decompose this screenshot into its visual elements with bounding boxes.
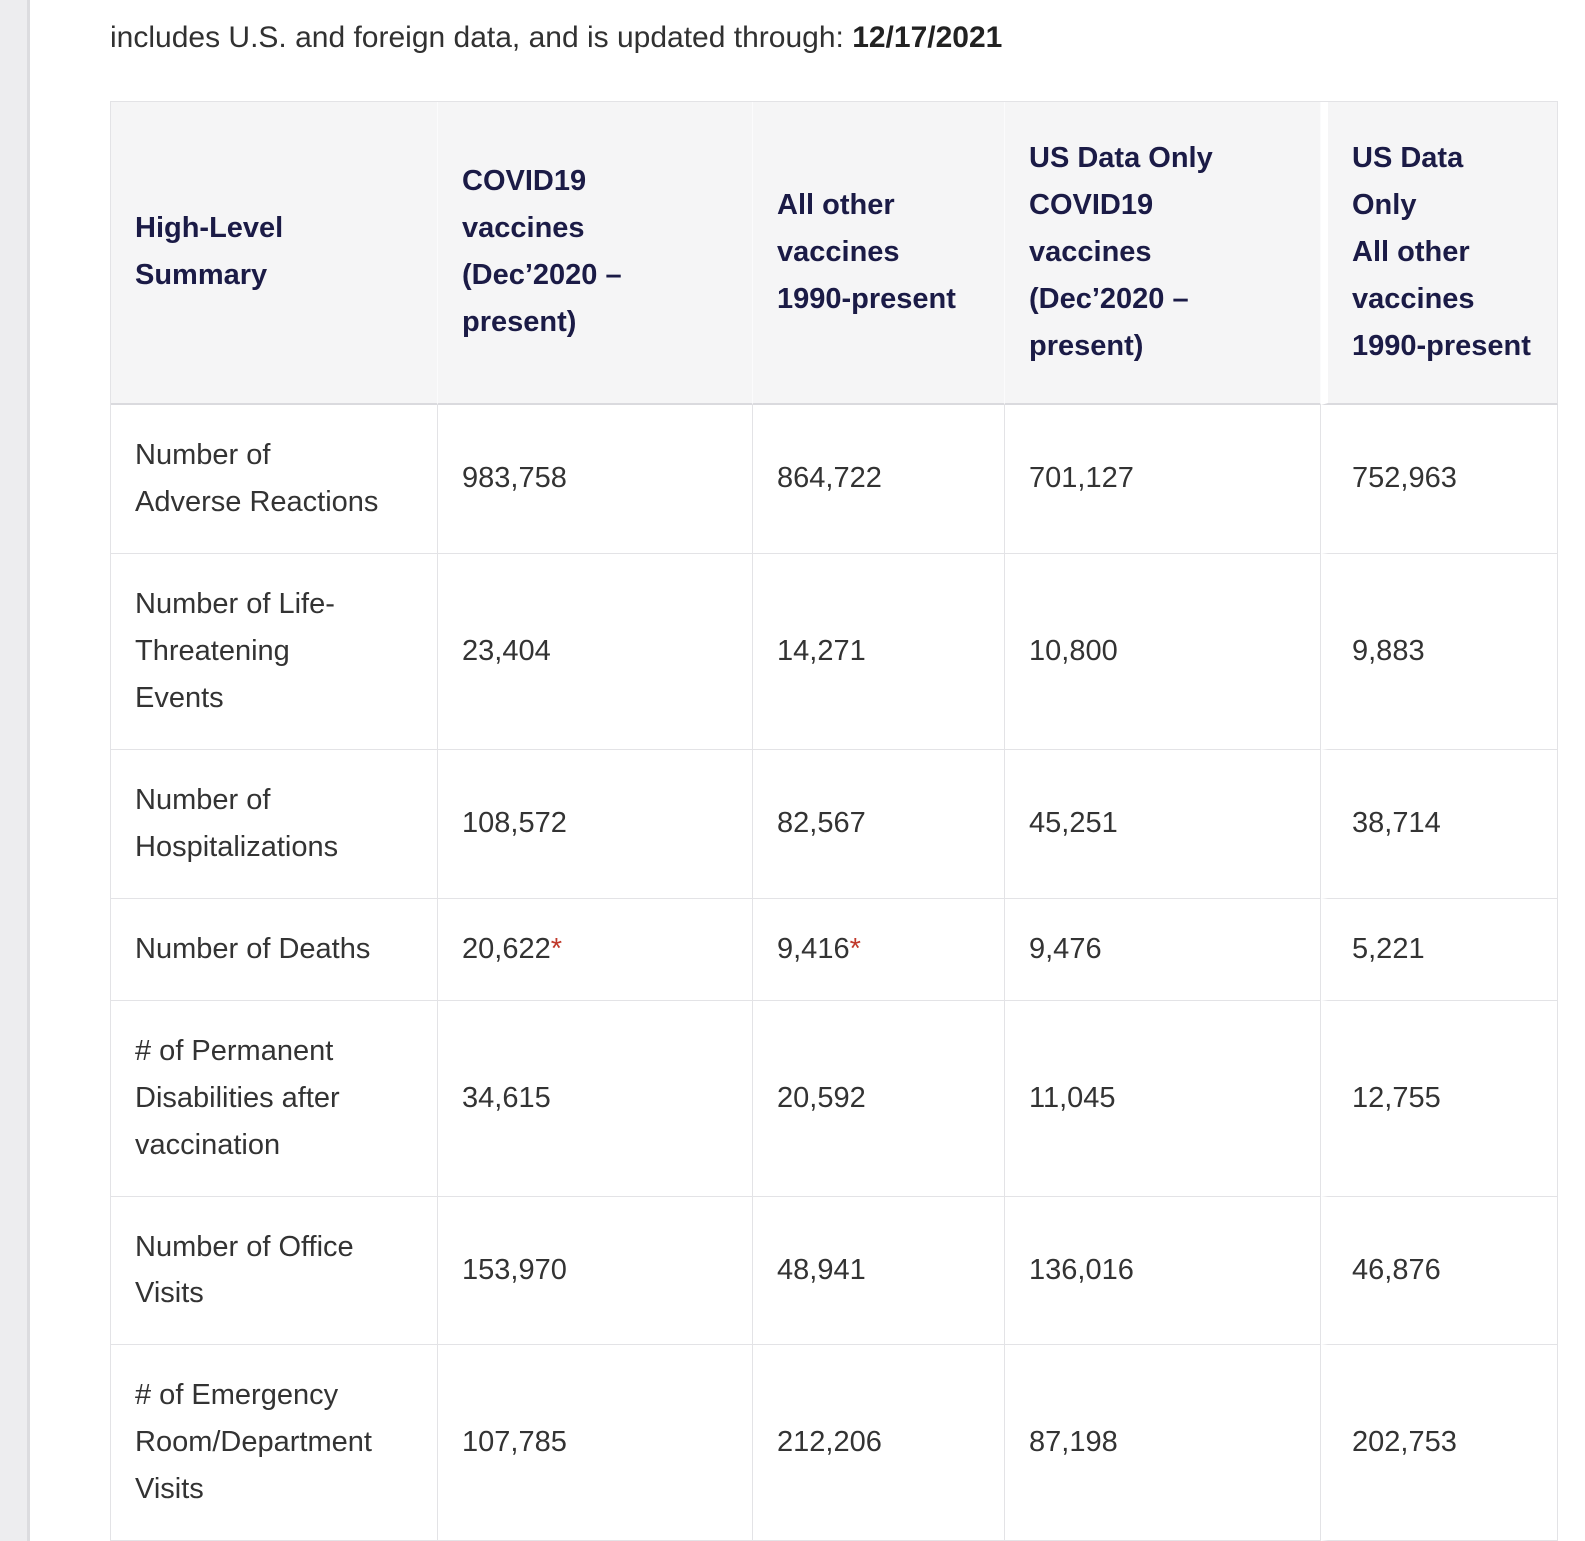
summary-table: High-Level Summary COVID19 vaccines (Dec’…	[110, 101, 1558, 1541]
value-cell: 9,476	[1005, 898, 1321, 1001]
value-cell: 701,127	[1005, 404, 1321, 554]
value-cell: 212,206	[753, 1345, 1005, 1541]
value-cell: 864,722	[753, 404, 1005, 554]
value-cell: 752,963	[1321, 404, 1558, 554]
table-row: Number of Deaths 20,622* 9,416* 9,476 5,221	[111, 898, 1558, 1001]
value-cell: 983,758	[438, 404, 753, 554]
row-label-cell: # of Emergency Room/Department Visits	[111, 1345, 438, 1541]
row-label-cell: Number of Office Visits	[111, 1196, 438, 1346]
value-number: 20,622	[462, 932, 551, 965]
value-cell: 14,271	[753, 553, 1005, 750]
footnote-asterisk: *	[550, 932, 562, 965]
value-number: 9,416	[777, 932, 850, 965]
table-row: Number of Life- Threatening Events 23,404…	[111, 553, 1558, 750]
column-header: All other vaccines 1990-present	[753, 102, 1005, 405]
intro-line: includes U.S. and foreign data, and is u…	[110, 18, 1557, 57]
value-cell: 11,045	[1005, 1000, 1321, 1197]
value-cell: 82,567	[753, 749, 1005, 899]
table-row: # of Permanent Disabilities after vaccin…	[111, 1000, 1558, 1197]
content: includes U.S. and foreign data, and is u…	[110, 18, 1558, 1541]
row-label-cell: # of Permanent Disabilities after vaccin…	[111, 1000, 438, 1197]
value-cell: 46,876	[1321, 1196, 1558, 1346]
column-header: High-Level Summary	[111, 102, 438, 405]
table-head: High-Level Summary COVID19 vaccines (Dec’…	[111, 102, 1558, 405]
footnote-asterisk: *	[849, 932, 861, 965]
value-cell: 48,941	[753, 1196, 1005, 1346]
table-row: Number of Office Visits 153,970 48,941 136,…	[111, 1196, 1558, 1346]
value-cell: 9,883	[1321, 553, 1558, 750]
table-row: # of Emergency Room/Department Visits 107…	[111, 1345, 1558, 1541]
value-cell: 153,970	[438, 1196, 753, 1346]
value-cell: 12,755	[1321, 1000, 1558, 1197]
column-header: COVID19 vaccines (Dec’2020 – present)	[438, 102, 753, 405]
value-cell: 34,615	[438, 1000, 753, 1197]
table-row: Number of Hospitalizations 108,572 82,567 4…	[111, 749, 1558, 899]
header-row: High-Level Summary COVID19 vaccines (Dec’…	[111, 102, 1558, 405]
value-cell: 136,016	[1005, 1196, 1321, 1346]
left-gutter	[0, 0, 30, 1541]
row-label-cell: Number of Adverse Reactions	[111, 404, 438, 554]
row-label-cell: Number of Life- Threatening Events	[111, 553, 438, 750]
value-cell: 20,622*	[438, 898, 753, 1001]
table-row: Number of Adverse Reactions 983,758 864,72…	[111, 404, 1558, 554]
row-label-cell: Number of Deaths	[111, 898, 438, 1001]
intro-date: 12/17/2021	[852, 21, 1003, 54]
column-header: US Data Only All other vaccines 1990-pre…	[1321, 102, 1558, 405]
value-cell: 5,221	[1321, 898, 1558, 1001]
value-cell: 10,800	[1005, 553, 1321, 750]
intro-text: includes U.S. and foreign data, and is u…	[110, 21, 853, 54]
row-label-cell: Number of Hospitalizations	[111, 749, 438, 899]
value-cell: 20,592	[753, 1000, 1005, 1197]
column-header: US Data Only COVID19 vaccines (Dec’2020 …	[1005, 102, 1321, 405]
value-cell: 9,416*	[753, 898, 1005, 1001]
value-cell: 38,714	[1321, 749, 1558, 899]
value-cell: 23,404	[438, 553, 753, 750]
value-cell: 87,198	[1005, 1345, 1321, 1541]
value-cell: 45,251	[1005, 749, 1321, 899]
table-body: Number of Adverse Reactions 983,758 864,72…	[111, 404, 1558, 1541]
value-cell: 108,572	[438, 749, 753, 899]
value-cell: 202,753	[1321, 1345, 1558, 1541]
